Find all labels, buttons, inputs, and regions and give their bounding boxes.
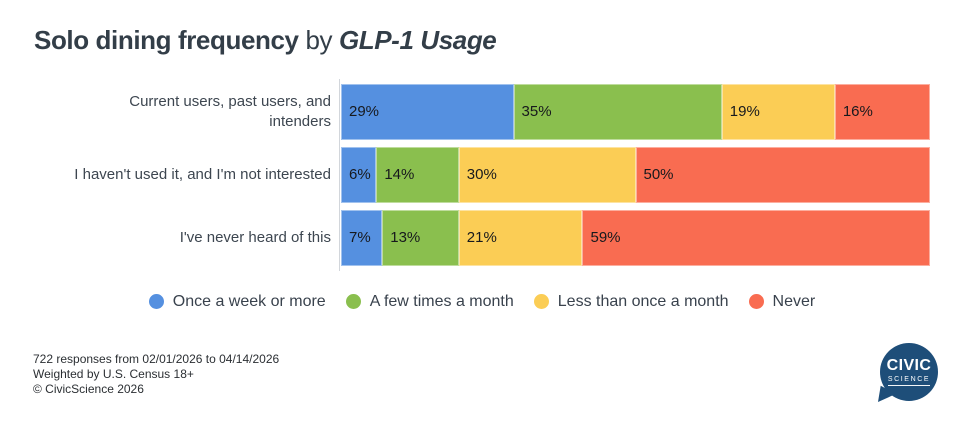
legend-label: Once a week or more	[172, 292, 326, 310]
logo-text-science: SCIENCE	[887, 375, 931, 386]
legend-dot-icon	[345, 294, 361, 310]
legend-item-less-than-once-a-month[interactable]: Less than once a month	[533, 292, 729, 311]
bar-segment-less-than-once-a-month[interactable]: 19%	[721, 83, 835, 140]
title-connector: by	[298, 25, 339, 55]
civicscience-logo: CIVIC SCIENCE	[880, 343, 938, 401]
legend-dot-icon	[148, 294, 164, 310]
civicscience-logo-bubble-icon: CIVIC SCIENCE	[880, 343, 938, 401]
footer-line-copyright: © CivicScience 2026	[33, 382, 144, 396]
bar-segment-less-than-once-a-month[interactable]: 30%	[458, 146, 636, 203]
bar-segment-once-a-week-or-more[interactable]: 7%	[341, 209, 383, 266]
bar-value-label: 19%	[729, 103, 760, 121]
legend-item-never[interactable]: Never	[748, 292, 816, 311]
bar-segment-a-few-times-a-month[interactable]: 13%	[382, 209, 459, 266]
chart-row: I've never heard of this 7% 13% 21% 59%	[34, 209, 930, 266]
legend-dot-icon	[533, 294, 549, 310]
footer-line-weighting: Weighted by U.S. Census 18+	[33, 367, 194, 381]
category-label: I haven't used it, and I'm not intereste…	[74, 165, 331, 183]
chart-footer: 722 responses from 02/01/2026 to 04/14/2…	[33, 352, 279, 397]
y-axis-line	[339, 78, 340, 271]
bar-value-label: 7%	[349, 229, 371, 247]
footer-line-responses: 722 responses from 02/01/2026 to 04/14/2…	[33, 352, 280, 366]
bar-stack: 29% 35% 19% 16%	[339, 83, 930, 140]
chart-rows: Current users, past users, and intenders…	[34, 83, 930, 266]
legend-label: Never	[772, 292, 816, 310]
bar-segment-never[interactable]: 50%	[635, 146, 930, 203]
bar-value-label: 35%	[521, 103, 552, 121]
bar-value-label: 21%	[466, 229, 497, 247]
bar-value-label: 6%	[349, 166, 371, 184]
bar-segment-less-than-once-a-month[interactable]: 21%	[458, 209, 583, 266]
category-label: Current users, past users, and intenders	[129, 92, 331, 130]
legend-label: A few times a month	[369, 292, 514, 310]
bar-value-label: 29%	[349, 103, 380, 121]
category-label: I've never heard of this	[179, 228, 331, 246]
chart-row: I haven't used it, and I'm not intereste…	[34, 146, 930, 203]
bar-segment-once-a-week-or-more[interactable]: 6%	[341, 146, 377, 203]
bar-segment-never[interactable]: 59%	[582, 209, 930, 266]
stacked-bar-chart: Current users, past users, and intenders…	[34, 78, 930, 271]
legend-item-once-a-week-or-more[interactable]: Once a week or more	[148, 292, 326, 311]
bar-value-label: 14%	[384, 166, 415, 184]
legend-dot-icon	[748, 294, 764, 310]
title-emphasis: GLP-1 Usage	[338, 25, 497, 55]
bar-stack: 7% 13% 21% 59%	[339, 209, 930, 266]
chart-legend: Once a week or more A few times a month Le…	[34, 293, 930, 311]
bar-stack: 6% 14% 30% 50%	[339, 146, 930, 203]
bar-segment-once-a-week-or-more[interactable]: 29%	[341, 83, 514, 140]
logo-text-civic: CIVIC	[886, 357, 932, 374]
bar-segment-never[interactable]: 16%	[834, 83, 930, 140]
bar-value-label: 16%	[842, 103, 873, 121]
bar-value-label: 59%	[590, 229, 621, 247]
title-main: Solo dining frequency	[34, 25, 299, 55]
bar-value-label: 30%	[466, 166, 497, 184]
chart-row: Current users, past users, and intenders…	[34, 83, 930, 140]
legend-label: Less than once a month	[557, 292, 729, 310]
bar-value-label: 13%	[390, 229, 421, 247]
chart-title: Solo dining frequency by GLP-1 Usage	[34, 25, 930, 56]
legend-item-a-few-times-a-month[interactable]: A few times a month	[345, 292, 514, 311]
bar-segment-a-few-times-a-month[interactable]: 14%	[376, 146, 459, 203]
bar-value-label: 50%	[643, 166, 674, 184]
bar-segment-a-few-times-a-month[interactable]: 35%	[513, 83, 722, 140]
chart-card: Solo dining frequency by GLP-1 Usage Cur…	[0, 0, 966, 311]
